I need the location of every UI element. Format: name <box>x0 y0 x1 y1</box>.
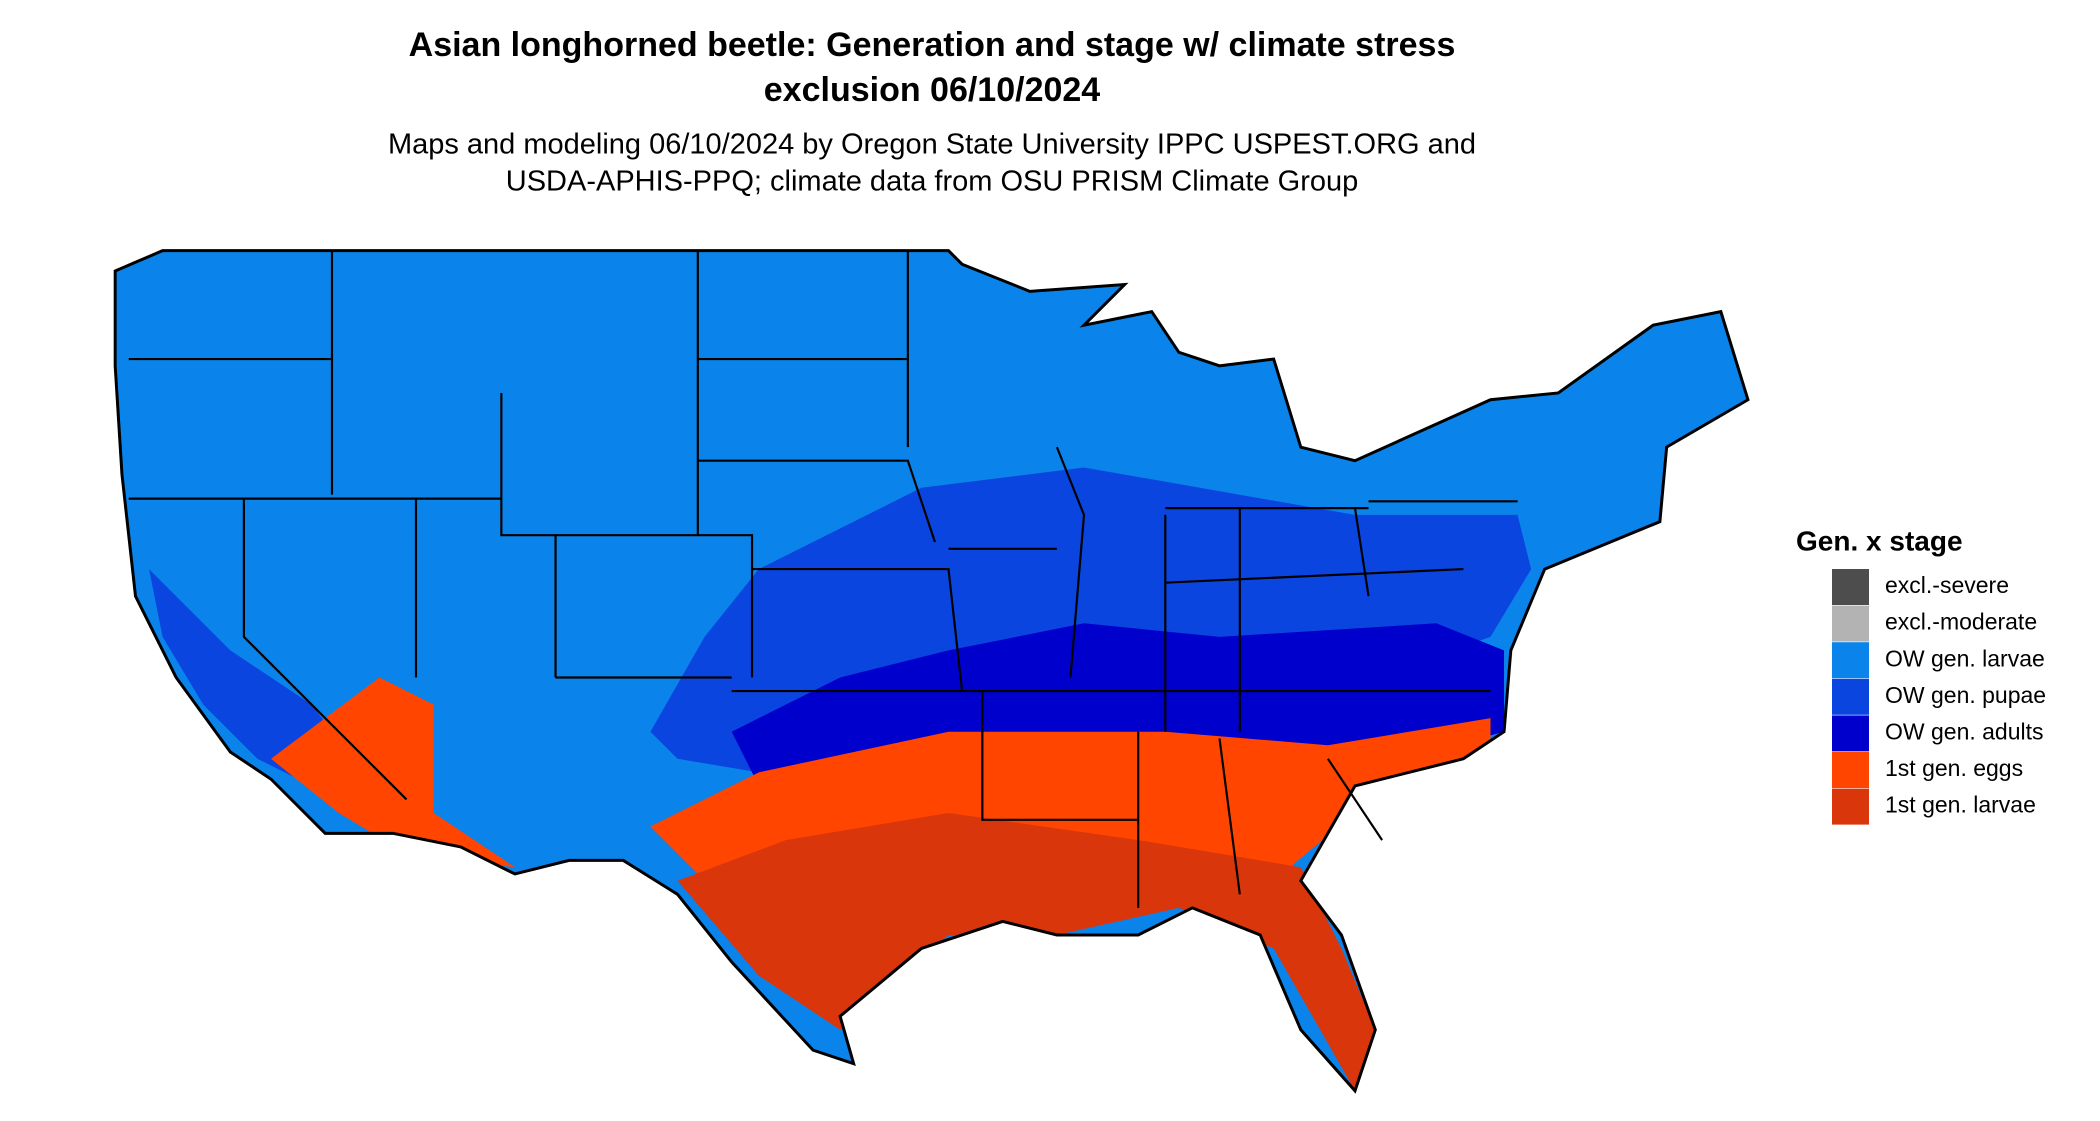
legend-swatch <box>1832 642 1869 679</box>
legend-label: 1st gen. larvae <box>1885 792 2036 818</box>
zone-ow-pupae <box>149 569 353 786</box>
legend-swatch <box>1832 715 1869 752</box>
legend-label: 1st gen. eggs <box>1885 755 2023 781</box>
legend-label: OW gen. pupae <box>1885 682 2046 708</box>
legend-label: OW gen. adults <box>1885 718 2044 744</box>
legend-swatch <box>1832 678 1869 715</box>
legend-label: excl.-severe <box>1885 572 2009 598</box>
legend: excl.-severe excl.-moderate OW gen. larvae… <box>1832 569 2046 825</box>
title-line: exclusion 06/10/2024 <box>764 71 1101 109</box>
us-map <box>113 249 1750 1094</box>
zone-gen1-larvae <box>677 813 1376 1091</box>
us-outline <box>113 249 1750 1094</box>
subtitle-line: USDA-APHIS-PPQ; climate data from OSU PR… <box>506 166 1359 198</box>
legend-title: Gen. x stage <box>1796 525 1963 556</box>
legend-label: excl.-moderate <box>1885 609 2037 635</box>
state-borders <box>128 250 1518 908</box>
title-line: Asian longhorned beetle: Generation and … <box>409 26 1456 64</box>
legend-label: OW gen. larvae <box>1885 645 2045 671</box>
legend-swatch <box>1832 605 1869 642</box>
legend-swatch <box>1832 752 1869 788</box>
subtitle-line: Maps and modeling 06/10/2024 by Oregon S… <box>388 129 1476 161</box>
legend-swatch <box>1832 788 1869 825</box>
legend-swatch <box>1832 569 1869 605</box>
